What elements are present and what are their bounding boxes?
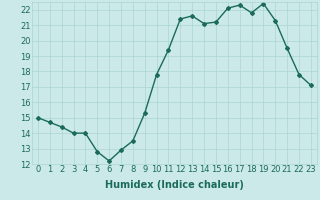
X-axis label: Humidex (Indice chaleur): Humidex (Indice chaleur)	[105, 180, 244, 190]
